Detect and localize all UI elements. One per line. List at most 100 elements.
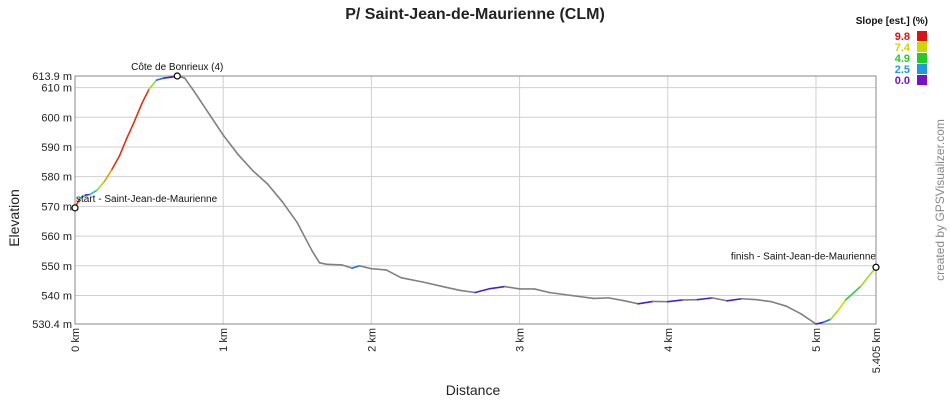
- profile-segment: [800, 313, 817, 325]
- profile-segment: [696, 297, 714, 301]
- profile-segment: [385, 269, 402, 279]
- profile-segment: [252, 169, 269, 185]
- legend-swatch: [917, 53, 927, 63]
- profile-segment: [89, 189, 99, 196]
- profile-segment: [711, 297, 728, 302]
- profile-segment: [548, 291, 573, 297]
- y-tick-label: 600 m: [41, 112, 72, 124]
- credit-text: created by GPSVisualizer.com: [933, 119, 947, 281]
- profile-segment: [358, 264, 373, 270]
- legend-value: 0.0: [895, 75, 910, 87]
- profile-segment: [183, 77, 195, 92]
- profile-segment: [103, 168, 113, 182]
- y-tick-label: 550 m: [41, 261, 72, 273]
- profile-segment: [489, 285, 506, 290]
- x-axis-ticks: 0 km 1 km 2 km 3 km 4 km 5 km 5.405 km: [70, 328, 883, 373]
- profile-segment: [859, 266, 877, 288]
- legend-value: 7.4: [895, 42, 911, 54]
- y-tick-label: 560 m: [41, 231, 72, 243]
- slope-legend: Slope [est.] (%) 9.87.44.92.50.0: [856, 16, 928, 87]
- y-tick-label: 530.4 m: [32, 319, 72, 331]
- plot-frame: [74, 75, 877, 325]
- y-tick-label: 570 m: [41, 201, 72, 213]
- profile-segment: [474, 287, 491, 294]
- profile-segment: [111, 155, 121, 171]
- profile-segment: [844, 285, 862, 301]
- profile-segment: [666, 299, 684, 303]
- legend-swatch: [917, 64, 927, 74]
- legend-swatch: [917, 75, 927, 85]
- profile-segment: [340, 264, 353, 269]
- legend-value: 9.8: [895, 31, 910, 43]
- y-tick-label: 540 m: [41, 290, 72, 302]
- waypoint-label: Côte de Bonrieux (4): [131, 62, 223, 73]
- profile-segment: [503, 285, 521, 290]
- profile-segment: [400, 276, 425, 283]
- profile-segment: [422, 281, 447, 288]
- profile-segment: [148, 79, 158, 90]
- profile-segment: [607, 297, 625, 302]
- y-tick-label: 613.9 m: [32, 71, 72, 83]
- legend-value: 2.5: [895, 64, 910, 76]
- y-tick-label: 590 m: [41, 142, 72, 154]
- elevation-profile: [74, 75, 877, 325]
- x-tick-label: 5 km: [811, 328, 823, 352]
- legend-title: Slope [est.] (%): [856, 16, 928, 27]
- profile-segment: [155, 77, 165, 81]
- profile-segment: [296, 221, 313, 252]
- profile-segment: [192, 89, 210, 114]
- profile-segment: [318, 262, 328, 266]
- waypoint-label: start - Saint-Jean-de-Maurienne: [76, 194, 218, 205]
- profile-segment: [533, 288, 551, 294]
- legend-swatch: [917, 31, 927, 41]
- profile-segment: [815, 321, 825, 325]
- profile-segment: [133, 103, 143, 123]
- x-tick-label: 0 km: [70, 328, 82, 352]
- profile-segment: [622, 299, 639, 305]
- profile-segment: [207, 112, 224, 136]
- profile-segment: [830, 309, 840, 321]
- waypoint-marker: [71, 204, 79, 212]
- profile-segment: [222, 134, 239, 156]
- profile-segment: [126, 120, 136, 139]
- profile-segment: [266, 183, 284, 203]
- profile-segment: [78, 194, 87, 200]
- waypoint-marker: [173, 72, 181, 80]
- profile-segment: [755, 298, 773, 303]
- x-tick-label: 1 km: [218, 328, 230, 352]
- profile-segment: [741, 297, 758, 301]
- chart-title: P/ Saint-Jean-de-Maurienne (CLM): [345, 6, 605, 23]
- profile-segment: [770, 300, 788, 307]
- x-tick-label: 5.405 km: [871, 328, 883, 373]
- profile-segment: [837, 299, 847, 312]
- profile-segment: [637, 300, 654, 305]
- x-tick-label: 3 km: [515, 328, 527, 352]
- x-axis-title: Distance: [446, 382, 501, 398]
- profile-segment: [570, 294, 595, 300]
- profile-segment: [311, 250, 321, 264]
- x-tick-label: 4 km: [663, 328, 675, 352]
- profile-segment: [140, 88, 150, 105]
- x-tick-label: 2 km: [366, 328, 378, 352]
- profile-segment: [459, 289, 476, 294]
- waypoint-marker: [872, 263, 880, 271]
- waypoints: start - Saint-Jean-de-Maurienne Côte de B…: [71, 62, 880, 271]
- profile-segment: [370, 267, 388, 271]
- profile-segment: [351, 264, 361, 269]
- profile-segment: [822, 318, 832, 324]
- y-axis-title: Elevation: [6, 189, 22, 247]
- profile-segment: [444, 286, 462, 292]
- profile-segment: [592, 297, 610, 300]
- profile-segment: [96, 180, 106, 191]
- legend-value: 4.9: [895, 53, 910, 65]
- profile-segment: [163, 76, 173, 79]
- profile-segment: [785, 305, 802, 315]
- waypoint-label: finish - Saint-Jean-de-Maurienne: [731, 251, 877, 262]
- profile-segment: [281, 201, 299, 224]
- profile-segment: [326, 263, 343, 266]
- y-tick-label: 610 m: [41, 83, 72, 95]
- y-tick-label: 580 m: [41, 172, 72, 184]
- profile-segment: [237, 153, 254, 172]
